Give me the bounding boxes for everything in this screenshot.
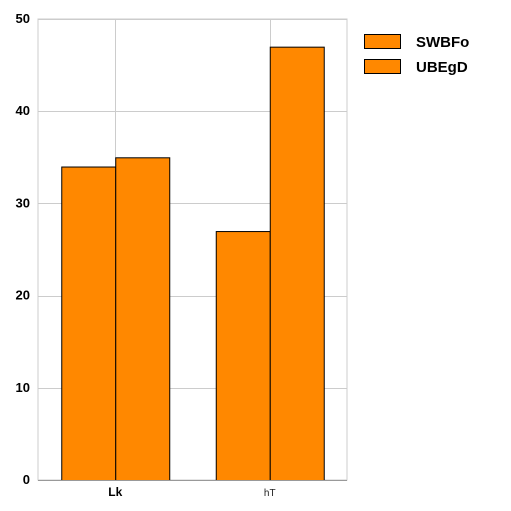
legend-swatch [365, 35, 401, 49]
y-tick-label: 20 [16, 288, 30, 303]
y-tick-label: 40 [16, 103, 30, 118]
bar [270, 47, 324, 480]
legend-swatch [365, 60, 401, 74]
bar [116, 158, 170, 481]
x-tick-label: hT [264, 488, 276, 499]
bar [62, 167, 116, 480]
x-tick-label: Lk [108, 485, 122, 499]
y-tick-label: 0 [23, 472, 30, 487]
legend: SWBFo UBEgD [365, 34, 470, 76]
legend-label: UBEgD [416, 59, 468, 76]
bars [62, 47, 325, 480]
legend-label: SWBFo [416, 34, 469, 51]
y-tick-label: 50 [16, 11, 30, 26]
y-tick-label: 30 [16, 195, 30, 210]
bar [216, 232, 270, 481]
y-tick-label: 10 [16, 380, 30, 395]
